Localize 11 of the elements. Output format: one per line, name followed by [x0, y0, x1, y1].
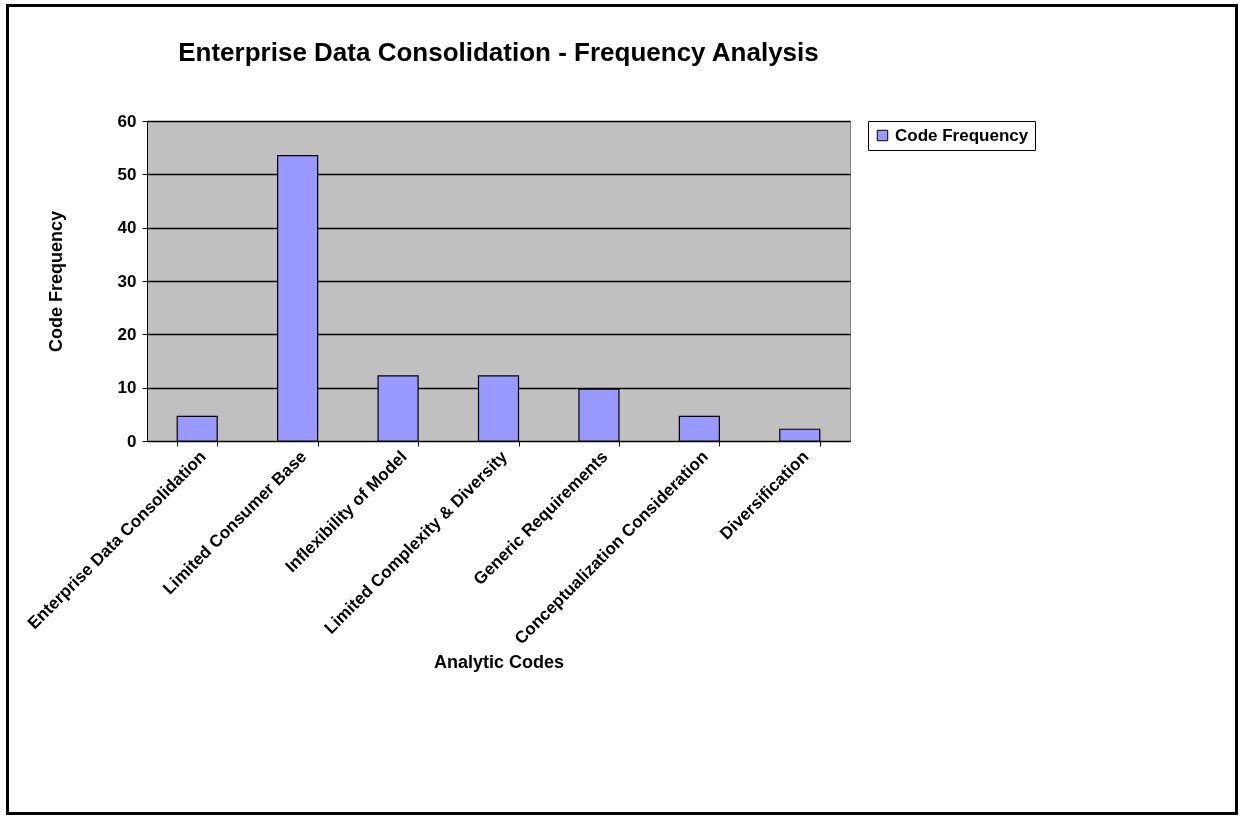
x-axis-title: Analytic Codes [433, 651, 565, 672]
y-tick-label: 0 [127, 431, 137, 451]
y-tick-label: 30 [117, 271, 137, 291]
y-tick-label: 60 [117, 111, 137, 131]
y-tick-label: 40 [117, 218, 137, 238]
y-tick-label: 10 [117, 378, 137, 398]
legend-label: Code Frequency [895, 125, 1029, 145]
y-axis-title: Code Frequency [45, 210, 66, 353]
y-tick-label: 20 [117, 324, 137, 344]
chart-title: Enterprise Data Consolidation - Frequency Analysis [178, 37, 819, 67]
y-tick-label: 50 [117, 164, 137, 184]
